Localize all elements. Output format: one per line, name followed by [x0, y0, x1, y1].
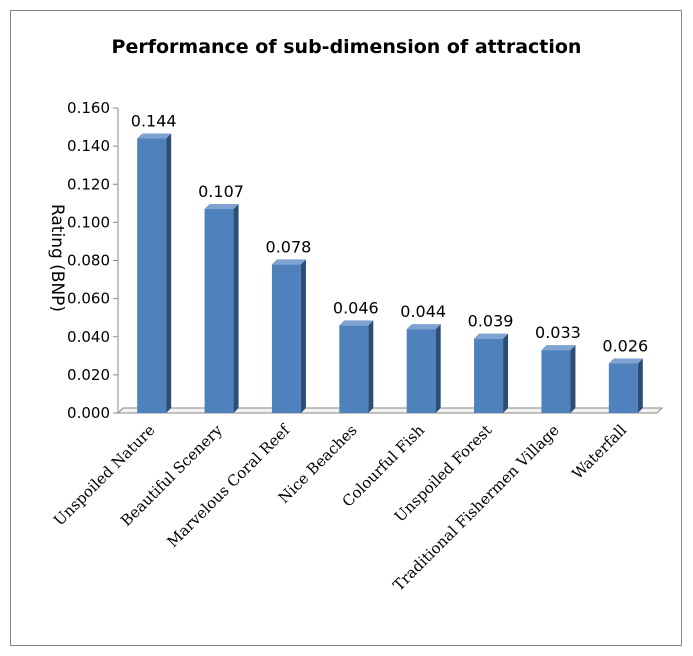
bar-front	[272, 264, 301, 413]
bar-front	[609, 363, 638, 413]
bar	[541, 345, 575, 413]
data-label: 0.039	[468, 312, 514, 331]
bar-side	[638, 358, 643, 413]
bar-front	[407, 329, 436, 413]
x-tick-label: Marvelous Coral Reef	[163, 420, 294, 551]
bar-side	[301, 259, 306, 413]
bar	[205, 204, 239, 413]
y-tick-label: 0.000	[67, 404, 110, 422]
bar-front	[339, 325, 368, 413]
y-tick-label: 0.100	[67, 213, 110, 231]
bar-front	[474, 339, 503, 413]
bar-side	[436, 324, 441, 413]
floor-plane	[118, 408, 662, 413]
axes: 0.000 0.020 0.040 0.060 0.080 0.100 0.120 0.140…	[67, 99, 118, 422]
y-tick-label: 0.120	[67, 175, 110, 193]
bar	[272, 259, 306, 413]
bar-front	[541, 350, 570, 413]
y-tick-label: 0.080	[67, 252, 110, 270]
bar-side	[570, 345, 575, 413]
data-label: 0.033	[535, 323, 581, 342]
bar-side	[234, 204, 239, 413]
bar-top	[474, 334, 508, 339]
y-tick-label: 0.020	[67, 366, 110, 384]
bar-top	[407, 324, 441, 329]
bar-side	[368, 320, 373, 413]
chart-floor	[118, 408, 662, 413]
bars	[137, 134, 643, 414]
bar-top	[339, 320, 373, 325]
bar	[407, 324, 441, 413]
bar	[137, 134, 171, 414]
bar	[609, 358, 643, 413]
bar-top	[272, 259, 306, 264]
data-label: 0.144	[131, 112, 177, 131]
bar-top	[137, 134, 171, 139]
data-label: 0.026	[602, 336, 648, 355]
data-label: 0.078	[266, 237, 312, 256]
bar-side	[503, 334, 508, 413]
data-label: 0.044	[400, 302, 446, 321]
y-tick-label: 0.160	[67, 99, 110, 117]
bar-front	[137, 139, 166, 414]
data-label: 0.107	[198, 182, 244, 201]
bar-front	[205, 209, 234, 413]
bar-top	[205, 204, 239, 209]
x-tick-label: Waterfall	[568, 421, 630, 483]
bar-top	[541, 345, 575, 350]
y-tick-label: 0.140	[67, 137, 110, 155]
bar	[474, 334, 508, 413]
bar-side	[166, 134, 171, 414]
y-tick-label: 0.060	[67, 290, 110, 308]
y-axis-title: Rating (BNP)	[47, 204, 67, 312]
data-label: 0.046	[333, 298, 379, 317]
bar-top	[609, 358, 643, 363]
y-tick-label: 0.040	[67, 328, 110, 346]
bar	[339, 320, 373, 413]
